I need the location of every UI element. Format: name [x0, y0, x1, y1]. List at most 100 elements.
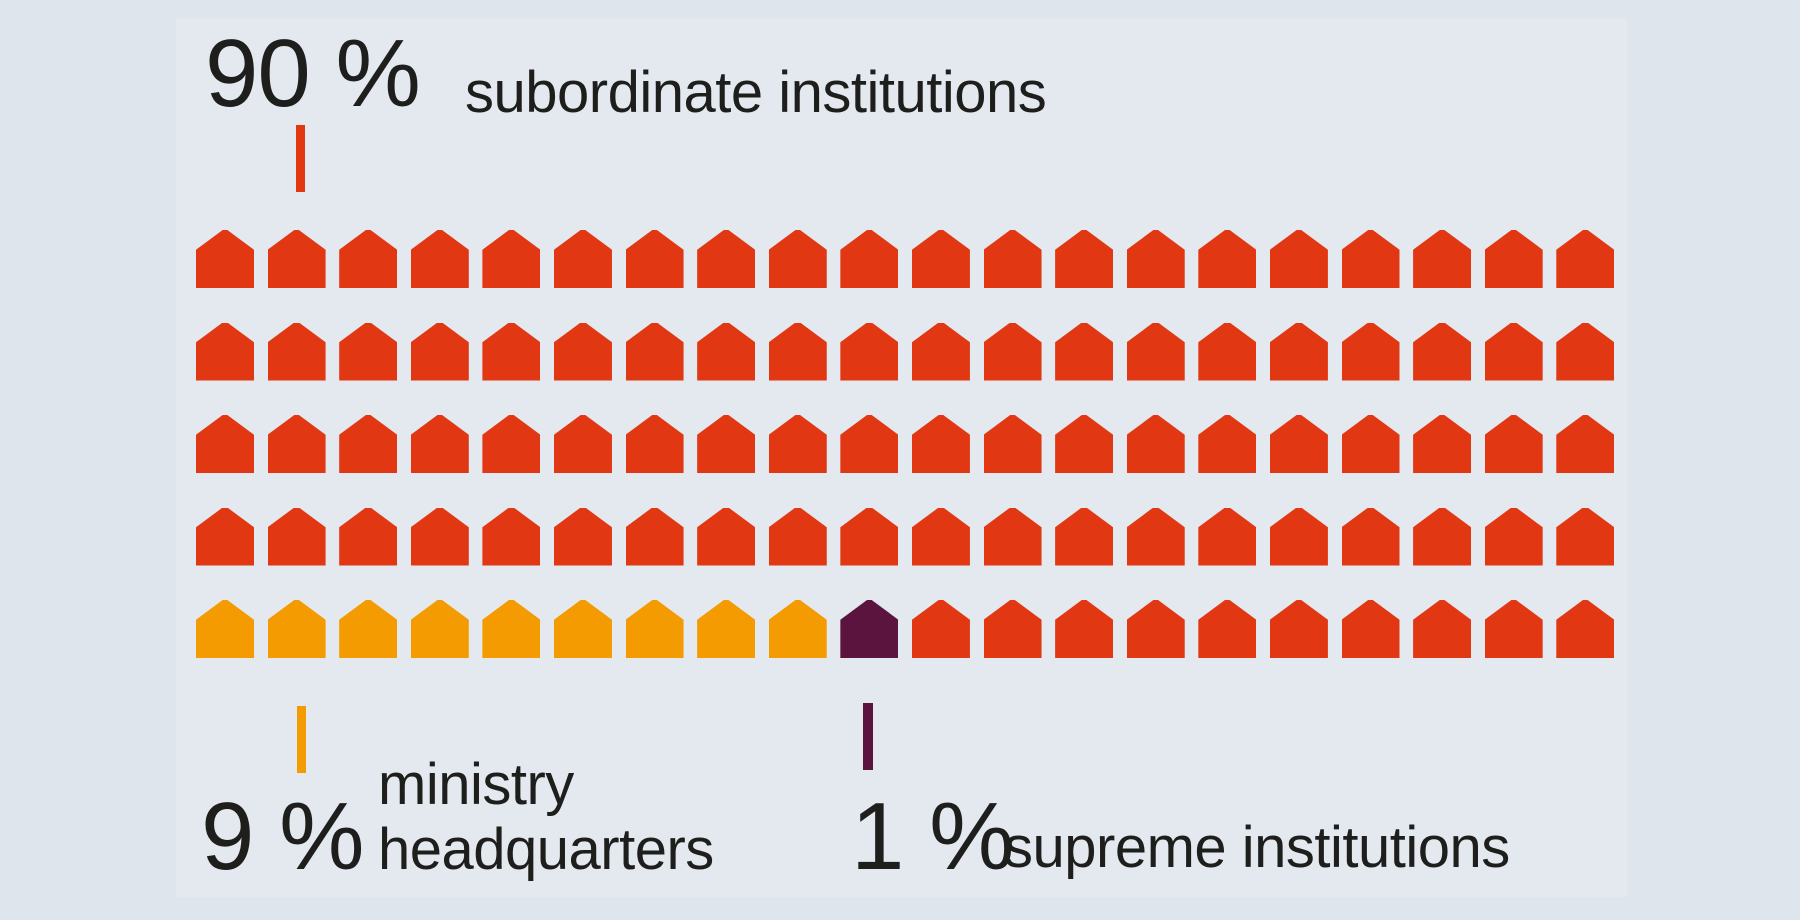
house-icon: [553, 415, 612, 473]
house-icon: [410, 600, 469, 658]
house-icon: [1484, 322, 1543, 381]
house-icon: [983, 600, 1042, 658]
label-ministry-line2: headquarters: [378, 817, 714, 882]
house-icon: [1341, 230, 1400, 288]
house-icon: [1126, 507, 1185, 566]
house-icon: [840, 230, 899, 288]
callout-tick-subordinate: [296, 125, 305, 192]
house-icon: [482, 415, 541, 473]
callout-tick-supreme: [863, 703, 873, 770]
house-icon: [196, 230, 254, 288]
house-icon: [553, 600, 612, 658]
label-supreme: supreme institutions: [1004, 815, 1510, 880]
house-icon: [1484, 507, 1543, 566]
house-icon: [1269, 230, 1328, 288]
house-icon: [339, 507, 398, 566]
house-icon: [697, 415, 756, 473]
house-icon: [1341, 600, 1400, 658]
house-icon: [1269, 507, 1328, 566]
house-icon: [1055, 415, 1114, 473]
house-icon: [1126, 600, 1185, 658]
house-icon: [911, 322, 970, 381]
house-icon: [1055, 600, 1114, 658]
house-icon: [1556, 322, 1615, 381]
house-icon: [482, 600, 541, 658]
house-icon: [983, 230, 1042, 288]
house-icon: [1413, 600, 1472, 658]
house-icon: [267, 600, 326, 658]
house-icon: [1556, 600, 1615, 658]
house-icon: [1269, 322, 1328, 381]
label-ministry: ministry headquarters: [378, 752, 714, 882]
callout-tick-ministry: [297, 706, 306, 773]
house-icon: [196, 322, 254, 381]
house-icon: [339, 600, 398, 658]
house-icon: [1198, 230, 1257, 288]
house-icon: [339, 322, 398, 381]
house-icon: [339, 415, 398, 473]
house-icon: [1055, 507, 1114, 566]
house-icon: [840, 322, 899, 381]
house-icon: [697, 507, 756, 566]
house-icon: [410, 322, 469, 381]
house-icon: [1413, 507, 1472, 566]
house-icon: [1556, 415, 1615, 473]
house-icon: [1198, 415, 1257, 473]
house-icon: [1055, 230, 1114, 288]
house-icon: [196, 507, 254, 566]
house-icon: [1484, 600, 1543, 658]
house-icon: [625, 230, 684, 288]
house-icon: [1198, 322, 1257, 381]
value-subordinate: 90 %: [205, 20, 421, 127]
house-icon: [1341, 415, 1400, 473]
house-icon: [1413, 322, 1472, 381]
house-icon: [267, 507, 326, 566]
house-icon: [911, 230, 970, 288]
house-icon: [697, 600, 756, 658]
label-subordinate: subordinate institutions: [465, 60, 1047, 125]
house-icon: [840, 415, 899, 473]
house-icon: [911, 415, 970, 473]
house-icon: [1341, 322, 1400, 381]
house-icon: [1126, 415, 1185, 473]
house-icon: [1413, 230, 1472, 288]
house-icon: [768, 507, 827, 566]
house-icon: [768, 230, 827, 288]
house-icon: [482, 507, 541, 566]
house-icon: [697, 230, 756, 288]
house-icon: [267, 415, 326, 473]
house-icon: [625, 507, 684, 566]
house-icon: [983, 322, 1042, 381]
house-icon: [410, 415, 469, 473]
house-icon: [1484, 415, 1543, 473]
house-icon: [840, 600, 899, 658]
house-icon: [1556, 230, 1615, 288]
house-icon: [697, 322, 756, 381]
value-supreme: 1 %: [851, 783, 1014, 890]
house-icon: [1556, 507, 1615, 566]
house-icon: [1341, 507, 1400, 566]
house-icon: [196, 600, 254, 658]
house-icon: [625, 600, 684, 658]
value-ministry: 9 %: [201, 783, 364, 890]
house-icon: [625, 415, 684, 473]
house-icon: [1269, 415, 1328, 473]
house-icon: [1055, 322, 1114, 381]
pictogram-grid: [196, 230, 1615, 658]
house-icon: [196, 415, 254, 473]
house-icon: [410, 230, 469, 288]
house-icon: [267, 322, 326, 381]
house-icon: [768, 322, 827, 381]
house-icon: [911, 507, 970, 566]
house-icon: [768, 415, 827, 473]
house-icon: [1413, 415, 1472, 473]
house-icon: [267, 230, 326, 288]
house-icon: [553, 507, 612, 566]
house-icon: [1198, 507, 1257, 566]
label-ministry-line1: ministry: [378, 752, 574, 817]
house-icon: [1269, 600, 1328, 658]
house-icon: [1126, 322, 1185, 381]
house-icon: [983, 415, 1042, 473]
house-icon: [1484, 230, 1543, 288]
house-icon: [911, 600, 970, 658]
